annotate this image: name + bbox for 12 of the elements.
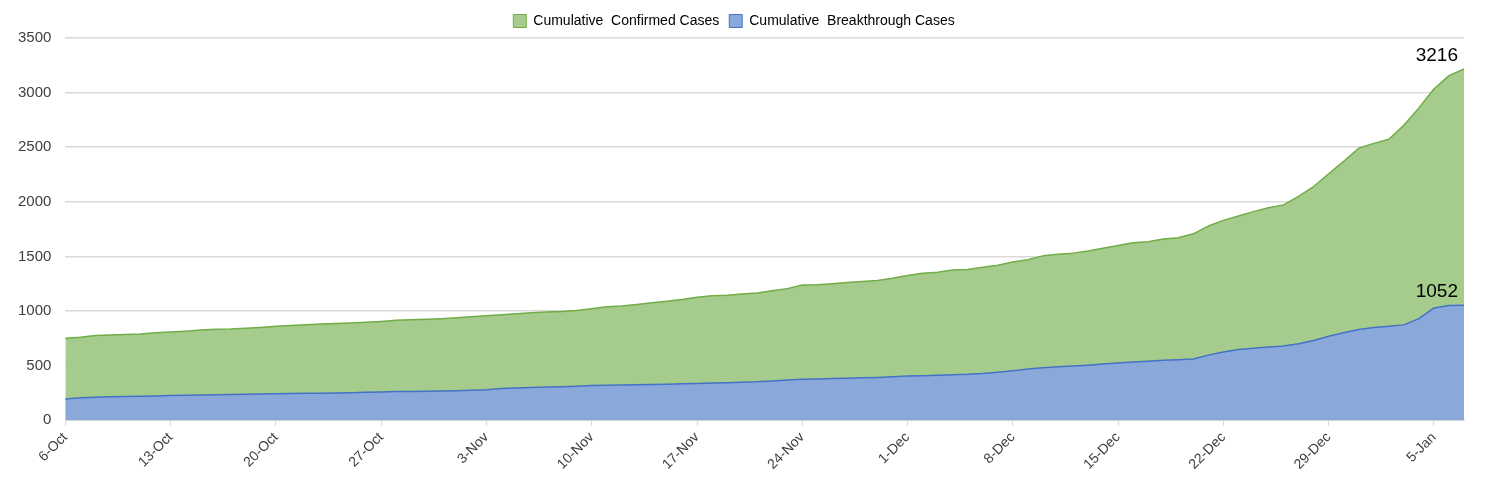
- y-tick-label: 0: [43, 410, 52, 428]
- data-label: 1052: [1415, 280, 1458, 302]
- y-tick-label: 3000: [17, 82, 52, 100]
- y-tick-label: 3500: [17, 28, 52, 46]
- y-tick-label: 2000: [17, 191, 52, 209]
- y-tick-label: 1500: [17, 246, 52, 264]
- y-tick-label: 2500: [17, 137, 52, 155]
- data-label: 3216: [1415, 43, 1458, 65]
- y-tick-label: 500: [26, 355, 52, 373]
- y-tick-label: 1000: [17, 301, 52, 319]
- legend-label: Cumulative Confirmed Cases: [533, 11, 720, 28]
- legend-label: Cumulative Breakthrough Cases: [749, 11, 955, 28]
